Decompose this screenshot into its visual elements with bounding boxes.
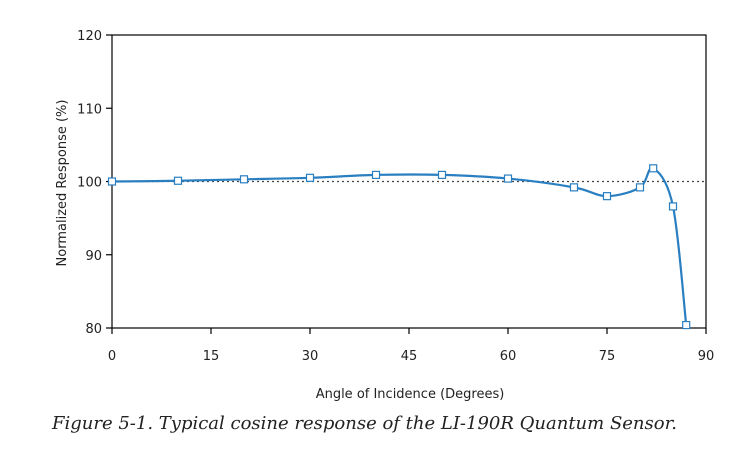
series-line bbox=[111, 166, 688, 326]
y-axis-title: Normalized Response (%) bbox=[55, 100, 70, 267]
x-tick-label: 15 bbox=[203, 349, 220, 364]
data-point-marker bbox=[602, 192, 612, 201]
x-tick-label: 45 bbox=[401, 349, 418, 364]
data-point-marker bbox=[682, 320, 691, 330]
data-point-marker bbox=[107, 177, 117, 186]
data-point-marker bbox=[371, 170, 381, 180]
x-tick-label: 75 bbox=[599, 349, 616, 364]
data-point-marker bbox=[503, 174, 513, 183]
data-point-marker bbox=[239, 175, 249, 184]
data-point-marker bbox=[649, 164, 658, 173]
y-tick-label: 80 bbox=[85, 322, 102, 337]
data-point-marker bbox=[305, 173, 315, 182]
x-tick-label: 60 bbox=[500, 349, 517, 364]
x-tick-label: 0 bbox=[108, 349, 116, 364]
data-point-marker bbox=[173, 176, 183, 185]
data-point-marker bbox=[635, 183, 645, 192]
y-tick-label: 90 bbox=[85, 249, 102, 264]
y-tick-label: 100 bbox=[77, 176, 102, 191]
x-tick-label: 30 bbox=[302, 349, 319, 364]
x-tick-label: 90 bbox=[698, 349, 715, 364]
figure-caption: Figure 5-1. Typical cosine response of t… bbox=[52, 413, 677, 434]
data-point-marker bbox=[569, 183, 579, 192]
x-axis-title: Angle of Incidence (Degrees) bbox=[316, 387, 505, 402]
data-point-marker bbox=[437, 170, 447, 180]
data-point-marker bbox=[668, 202, 678, 211]
chart: 80 90 100 110 120 0 15 30 45 60 75 90 Normalized Re… bbox=[55, 29, 714, 402]
plot-area: 80 90 100 110 120 0 15 30 45 60 75 90 bbox=[77, 29, 714, 364]
y-tick-label: 110 bbox=[77, 102, 102, 117]
y-tick-label: 120 bbox=[77, 29, 102, 44]
